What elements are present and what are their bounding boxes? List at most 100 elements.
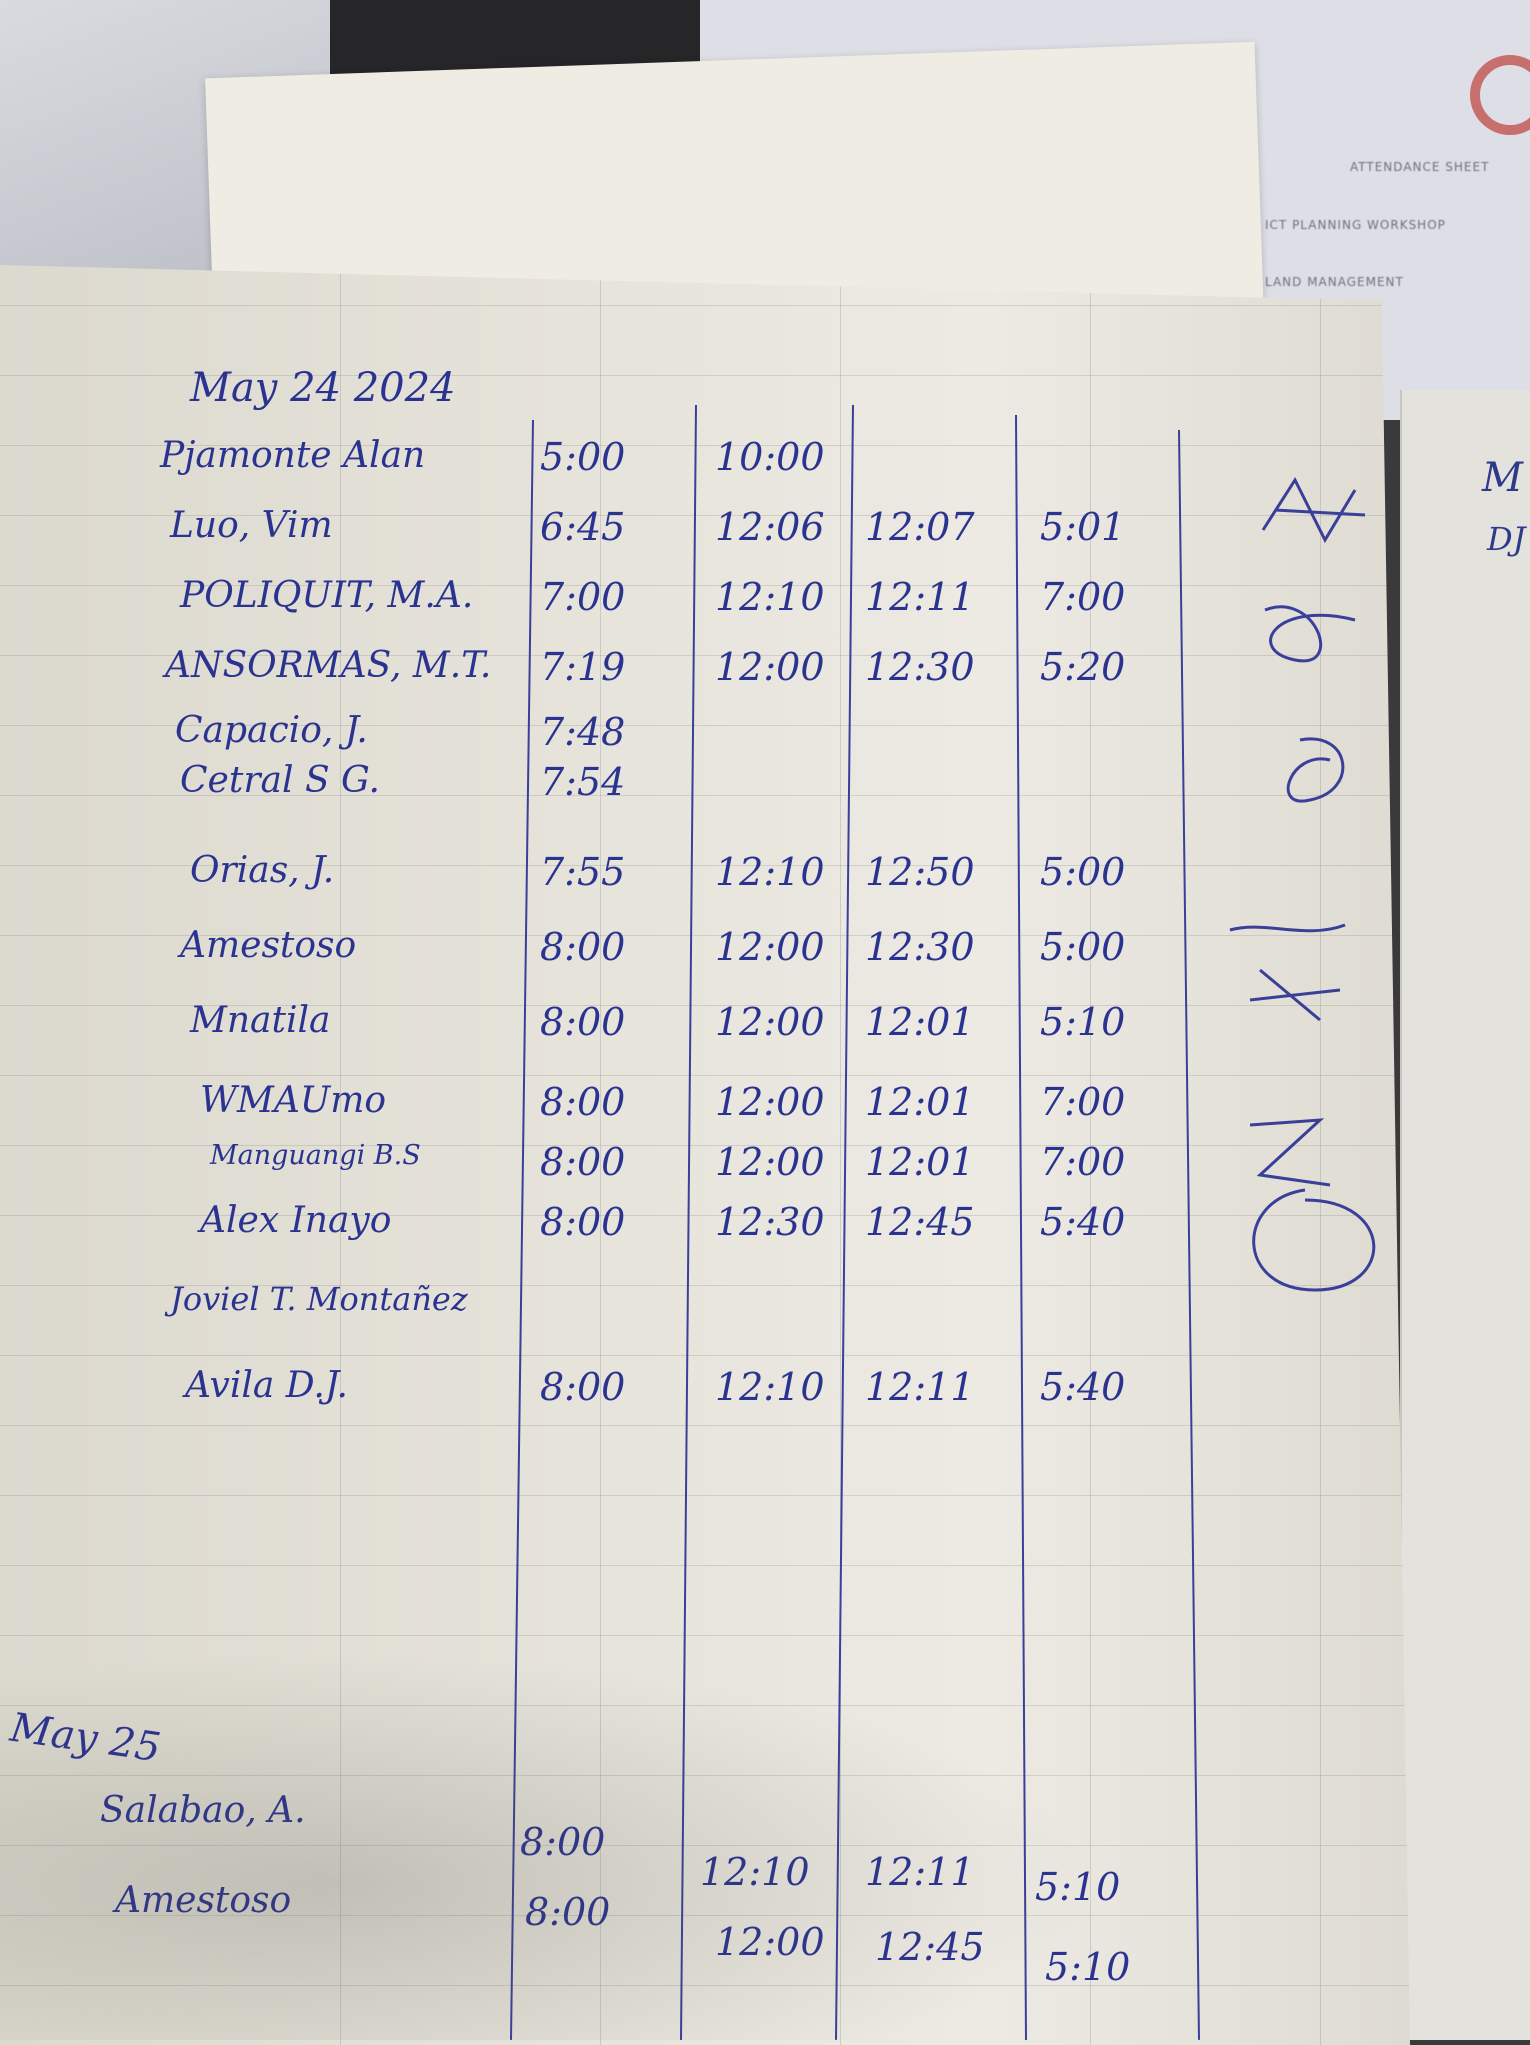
time-out-morning: 12:10: [715, 575, 825, 619]
ruled-line: [0, 1215, 1410, 1216]
ruled-line: [0, 305, 1410, 306]
attendee-name: Orias, J.: [190, 850, 335, 891]
attendee-name: POLIQUIT, M.A.: [180, 575, 474, 616]
signature: [1252, 1188, 1376, 1292]
ruled-line: [0, 1705, 1410, 1706]
form-heading: ATTENDANCE SHEET: [1350, 160, 1490, 174]
ruled-line: [0, 1495, 1410, 1496]
time-out-afternoon: 5:40: [1040, 1365, 1126, 1409]
faint-column-line: [840, 265, 841, 2045]
attendee-name: Amestoso: [115, 1880, 292, 1921]
time-out-morning: 12:00: [715, 925, 825, 969]
time-out-morning: 12:06: [715, 505, 825, 549]
time-in-morning: 8:00: [540, 1080, 626, 1124]
ruled-line: [0, 655, 1410, 656]
time-in-morning: 6:45: [540, 505, 626, 549]
time-out-afternoon: 7:00: [1040, 575, 1126, 619]
logbook-page: [0, 265, 1410, 2045]
time-out-pm: 5:10: [1035, 1865, 1121, 1909]
ruled-line: [0, 1285, 1410, 1286]
attendee-name: Mnatila: [190, 1000, 331, 1041]
log-date: May 24 2024: [190, 365, 456, 411]
time-in-morning: 8:00: [540, 1365, 626, 1409]
attendee-name: ANSORMAS, M.T.: [165, 645, 492, 686]
right-notebook: M DJ: [1400, 390, 1530, 2040]
time-out-afternoon: 7:00: [1040, 1080, 1126, 1124]
time-in-morning: 8:00: [540, 1000, 626, 1044]
time-out-afternoon: 5:10: [1040, 1000, 1126, 1044]
time-in-afternoon: 12:01: [865, 1080, 975, 1124]
time-out-morning: 10:00: [715, 435, 825, 479]
signature: [1229, 923, 1346, 933]
time-out-afternoon: 7:00: [1040, 1140, 1126, 1184]
time-in-afternoon: 12:30: [865, 645, 975, 689]
time-in-am: 8:00: [520, 1820, 606, 1864]
time-out-morning: 12:00: [715, 645, 825, 689]
time-out-am: 12:00: [715, 1920, 825, 1964]
time-out-morning: 12:10: [715, 850, 825, 894]
attendee-name: Avila D.J.: [185, 1365, 348, 1406]
time-in-morning: 7:19: [540, 645, 626, 689]
ruled-line: [0, 1145, 1410, 1146]
attendee-name: WMAUmo: [200, 1080, 387, 1121]
seal-logo: [1470, 55, 1530, 135]
ruled-line: [0, 1635, 1410, 1636]
time-in-morning: 8:00: [540, 1200, 626, 1244]
time-out-afternoon: 5:00: [1040, 925, 1126, 969]
time-in-morning: 8:00: [540, 925, 626, 969]
ruled-line: [0, 1075, 1410, 1076]
time-in-pm: 12:45: [875, 1925, 985, 1969]
ruled-line: [0, 725, 1410, 726]
time-out-pm: 5:10: [1045, 1945, 1131, 1989]
attendee-name: Joviel T. Montañez: [170, 1280, 468, 1318]
faint-column-line: [1090, 265, 1091, 2045]
signature: [1264, 605, 1356, 663]
time-in-pm: 12:11: [865, 1850, 975, 1894]
attendee-name: Capacio, J.: [175, 710, 368, 751]
ruled-line: [0, 1355, 1410, 1356]
ruled-line: [0, 1775, 1410, 1776]
signature: [1249, 968, 1341, 1022]
faint-column-line: [1320, 265, 1321, 2045]
time-in-morning: 7:48: [540, 710, 626, 754]
time-out-morning: 12:00: [715, 1000, 825, 1044]
ruled-line: [0, 515, 1410, 516]
attendee-name: Pjamonte Alan: [160, 435, 426, 476]
time-in-morning: 5:00: [540, 435, 626, 479]
time-in-afternoon: 12:30: [865, 925, 975, 969]
ruled-line: [0, 1425, 1410, 1426]
ruled-line: [0, 375, 1410, 376]
attendee-name: Amestoso: [180, 925, 357, 966]
time-in-morning: 7:00: [540, 575, 626, 619]
time-out-morning: 12:30: [715, 1200, 825, 1244]
ruled-line: [0, 1845, 1410, 1846]
attendee-name: Cetral S G.: [180, 760, 380, 801]
ruled-line: [0, 585, 1410, 586]
right-notebook-text: M: [1482, 455, 1523, 501]
time-out-afternoon: 5:40: [1040, 1200, 1126, 1244]
time-in-afternoon: 12:11: [865, 1365, 975, 1409]
ruled-line: [0, 865, 1410, 866]
time-in-am: 8:00: [525, 1890, 611, 1934]
time-in-afternoon: 12:01: [865, 1000, 975, 1044]
attendee-name: Alex Inayo: [200, 1200, 392, 1241]
time-in-afternoon: 12:50: [865, 850, 975, 894]
ruled-line: [0, 1565, 1410, 1566]
faint-column-line: [340, 265, 341, 2045]
time-in-afternoon: 12:07: [865, 505, 975, 549]
time-in-morning: 8:00: [540, 1140, 626, 1184]
time-out-morning: 12:10: [715, 1365, 825, 1409]
ruled-line: [0, 1985, 1410, 1986]
ruled-line: [0, 445, 1410, 446]
time-in-afternoon: 12:11: [865, 575, 975, 619]
time-in-morning: 7:54: [540, 760, 626, 804]
ruled-line: [0, 795, 1410, 796]
attendee-name: Manguangi B.S: [210, 1140, 421, 1171]
time-out-afternoon: 5:01: [1040, 505, 1126, 549]
ruled-line: [0, 935, 1410, 936]
form-subheading-2: LAND MANAGEMENT: [1265, 275, 1404, 289]
time-in-afternoon: 12:01: [865, 1140, 975, 1184]
signature: [1249, 1118, 1331, 1187]
time-out-afternoon: 5:00: [1040, 850, 1126, 894]
ruled-line: [0, 1005, 1410, 1006]
